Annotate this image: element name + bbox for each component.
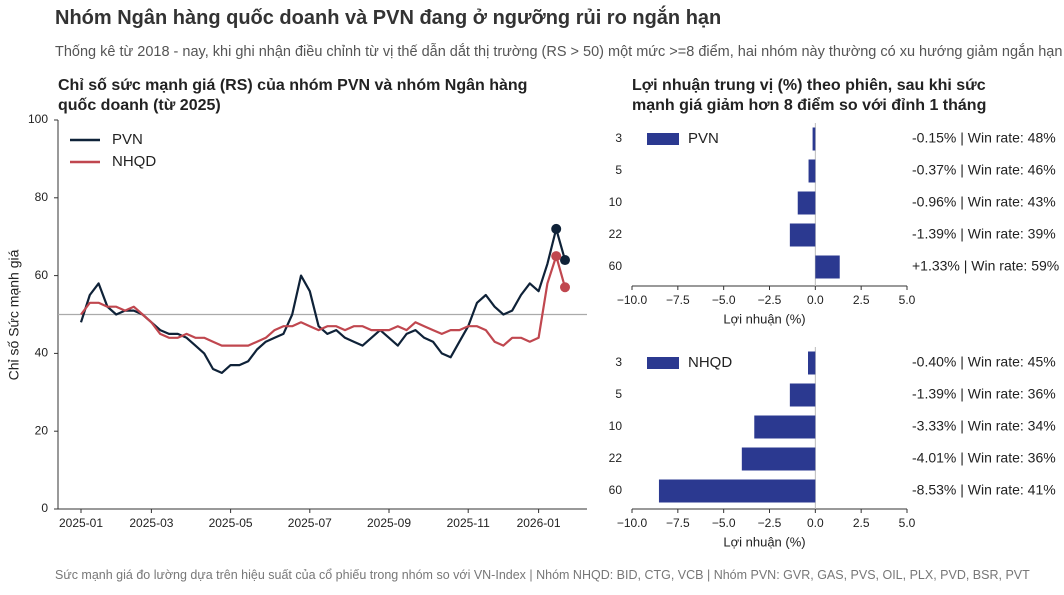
legend-swatch: [647, 357, 679, 369]
x-tick-label: −7.5: [666, 293, 690, 307]
y-tick-label: 40: [35, 346, 49, 360]
y-tick-label: 22: [609, 451, 623, 465]
y-tick-label: 60: [609, 483, 623, 497]
x-tick-label: 2025-01: [59, 516, 103, 530]
x-tick-label: 2025-03: [129, 516, 173, 530]
legend-label: NHQD: [112, 153, 156, 170]
y-tick-label: 60: [35, 268, 49, 282]
x-tick-label: −2.5: [758, 293, 782, 307]
y-tick-label: 0: [41, 501, 48, 515]
y-tick-label: 100: [28, 112, 48, 126]
page-title: Nhóm Ngân hàng quốc doanh và PVN đang ở …: [55, 7, 722, 29]
x-tick-label: −7.5: [666, 516, 690, 530]
y-tick-label: 22: [609, 227, 623, 241]
value-label: -0.15% | Win rate: 48%: [912, 130, 1056, 146]
x-tick-label: 0.0: [807, 293, 824, 307]
x-tick-label: 5.0: [899, 516, 916, 530]
x-tick-label: −5.0: [712, 293, 736, 307]
x-tick-label: −10.0: [617, 516, 648, 530]
x-tick-label: 2025-09: [367, 516, 411, 530]
value-label: -4.01% | Win rate: 36%: [912, 450, 1056, 466]
value-label: -1.39% | Win rate: 39%: [912, 226, 1056, 242]
y-tick-label: 3: [615, 131, 622, 145]
legend-label: PVN: [688, 130, 719, 147]
end-point: [560, 255, 570, 266]
line-chart-title: Chỉ số sức mạnh giá (RS) của nhóm PVN và…: [58, 77, 528, 114]
bar-chart-title: Lợi nhuận trung vị (%) theo phiên, sau k…: [632, 77, 987, 114]
value-label: -3.33% | Win rate: 34%: [912, 418, 1056, 434]
y-tick-label: 60: [609, 259, 623, 273]
x-tick-label: 2025-07: [288, 516, 332, 530]
x-tick-label: 0.0: [807, 516, 824, 530]
x-axis-label: Lợi nhuận (%): [723, 311, 805, 326]
y-tick-label: 10: [609, 195, 623, 209]
value-label: -0.96% | Win rate: 43%: [912, 194, 1056, 210]
bar: [797, 191, 816, 215]
bar: [808, 159, 816, 183]
y-tick-label: 10: [609, 419, 623, 433]
value-label: -8.53% | Win rate: 41%: [912, 482, 1056, 498]
series-line: [80, 255, 567, 347]
x-axis-label: Lợi nhuận (%): [723, 534, 805, 549]
x-tick-label: 2025-05: [209, 516, 253, 530]
y-axis-label: Chỉ số Sức mạnh giá: [6, 249, 22, 380]
page-subtitle: Thống kê từ 2018 - nay, khi ghi nhận điề…: [55, 44, 1063, 60]
bar: [789, 223, 816, 247]
bar: [658, 479, 816, 503]
legend-label: NHQD: [688, 354, 732, 371]
value-label: -0.40% | Win rate: 45%: [912, 354, 1056, 370]
x-tick-label: 2.5: [853, 516, 870, 530]
value-label: -1.39% | Win rate: 36%: [912, 386, 1056, 402]
value-label: +1.33% | Win rate: 59%: [912, 258, 1059, 274]
x-tick-label: −10.0: [617, 293, 648, 307]
series-line: [79, 227, 567, 374]
value-label: -0.37% | Win rate: 46%: [912, 162, 1056, 178]
bar: [741, 447, 816, 471]
bar: [812, 127, 816, 151]
footer-note: Sức mạnh giá đo lường dựa trên hiệu suất…: [55, 568, 1030, 582]
legend-swatch: [647, 133, 679, 145]
x-tick-label: −2.5: [758, 516, 782, 530]
end-point: [551, 251, 562, 262]
x-tick-label: 2.5: [853, 293, 870, 307]
y-tick-label: 5: [615, 387, 622, 401]
bar: [815, 255, 840, 279]
bar: [808, 351, 816, 375]
y-tick-label: 80: [35, 190, 49, 204]
legend-label: PVN: [112, 131, 143, 148]
bar: [754, 415, 816, 439]
x-tick-label: −5.0: [712, 516, 736, 530]
end-point: [560, 282, 570, 293]
bar: [789, 383, 816, 407]
y-tick-label: 20: [35, 423, 49, 437]
y-tick-label: 5: [615, 163, 622, 177]
y-tick-label: 3: [615, 355, 622, 369]
end-point: [551, 223, 562, 234]
x-tick-label: 5.0: [899, 293, 916, 307]
x-tick-label: 2026-01: [517, 516, 561, 530]
x-tick-label: 2025-11: [447, 516, 490, 530]
